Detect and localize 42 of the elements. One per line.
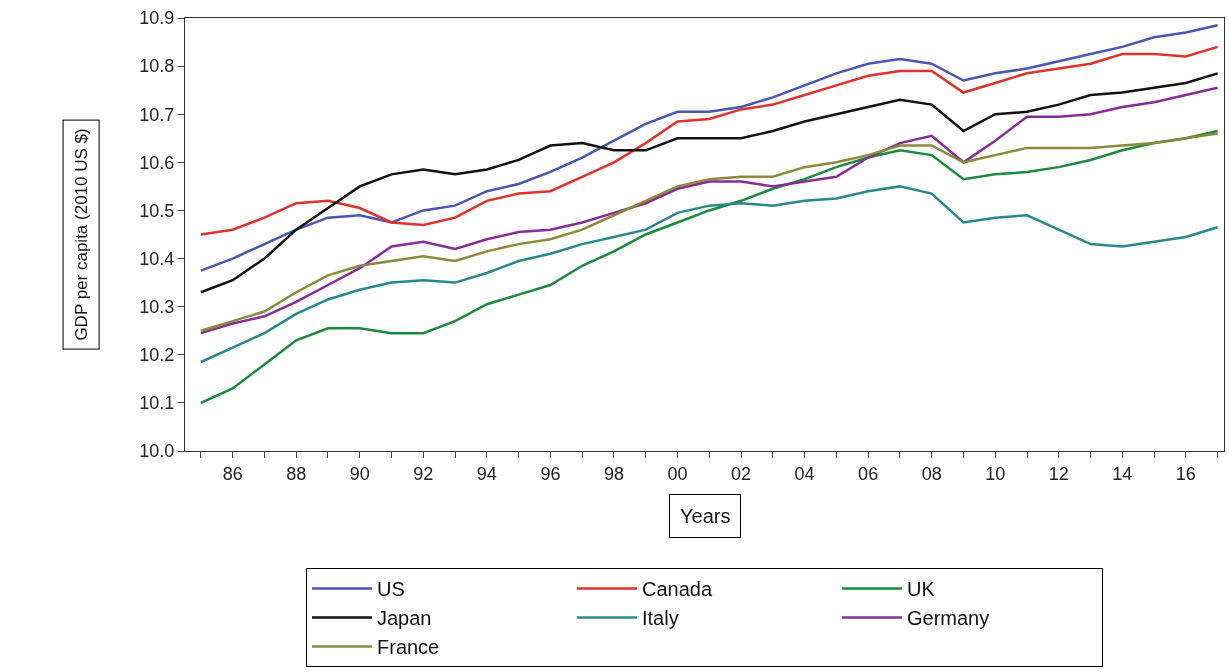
y-tick-label: 10.5 <box>139 200 175 221</box>
legend-label: US <box>377 578 405 601</box>
y-tick-label: 10.9 <box>139 8 175 29</box>
y-tick-label: 10.7 <box>139 104 175 125</box>
y-tick-label: 10.3 <box>139 296 175 317</box>
x-tick-label: 98 <box>603 463 624 484</box>
x-tick-label: 06 <box>858 463 879 484</box>
x-tick-label: 96 <box>540 463 561 484</box>
y-tick-label: 10.4 <box>139 248 175 269</box>
legend-label: Canada <box>642 578 713 601</box>
y-tick-label: 10.6 <box>139 152 175 173</box>
y-tick-label: 10.1 <box>139 393 175 414</box>
x-tick-label: 16 <box>1175 463 1196 484</box>
line-series <box>199 132 1219 332</box>
x-tick-label: 92 <box>413 463 434 484</box>
x-axis-title: Years <box>680 505 731 527</box>
x-tick-label: 12 <box>1048 463 1069 484</box>
legend-label: UK <box>907 578 936 601</box>
x-tick-label: 14 <box>1112 463 1133 484</box>
line-series <box>199 72 1219 294</box>
line-series <box>199 23 1219 272</box>
y-tick-label: 10.0 <box>139 441 175 462</box>
x-tick-label: 90 <box>349 463 370 484</box>
line-series <box>199 86 1219 335</box>
x-tick-label: 00 <box>667 463 688 484</box>
x-tick-label: 10 <box>985 463 1006 484</box>
x-tick-label: 08 <box>921 463 942 484</box>
x-tick-label: 04 <box>794 463 815 484</box>
x-tick-label: 02 <box>731 463 752 484</box>
y-tick-label: 10.2 <box>139 345 175 366</box>
y-tick-label: 10.8 <box>139 56 175 77</box>
x-tick-label: 86 <box>222 463 243 484</box>
legend-label: Germany <box>907 607 990 630</box>
line-series <box>199 129 1219 405</box>
x-tick-label: 88 <box>286 463 307 484</box>
y-axis-title: GDP per capita (2010 US $) <box>71 128 91 341</box>
line-series <box>199 185 1219 364</box>
legend-label: France <box>377 636 440 659</box>
legend-label: Italy <box>642 607 679 630</box>
line-series <box>199 45 1219 236</box>
legend-label: Japan <box>377 607 432 630</box>
x-tick-label: 94 <box>476 463 497 484</box>
